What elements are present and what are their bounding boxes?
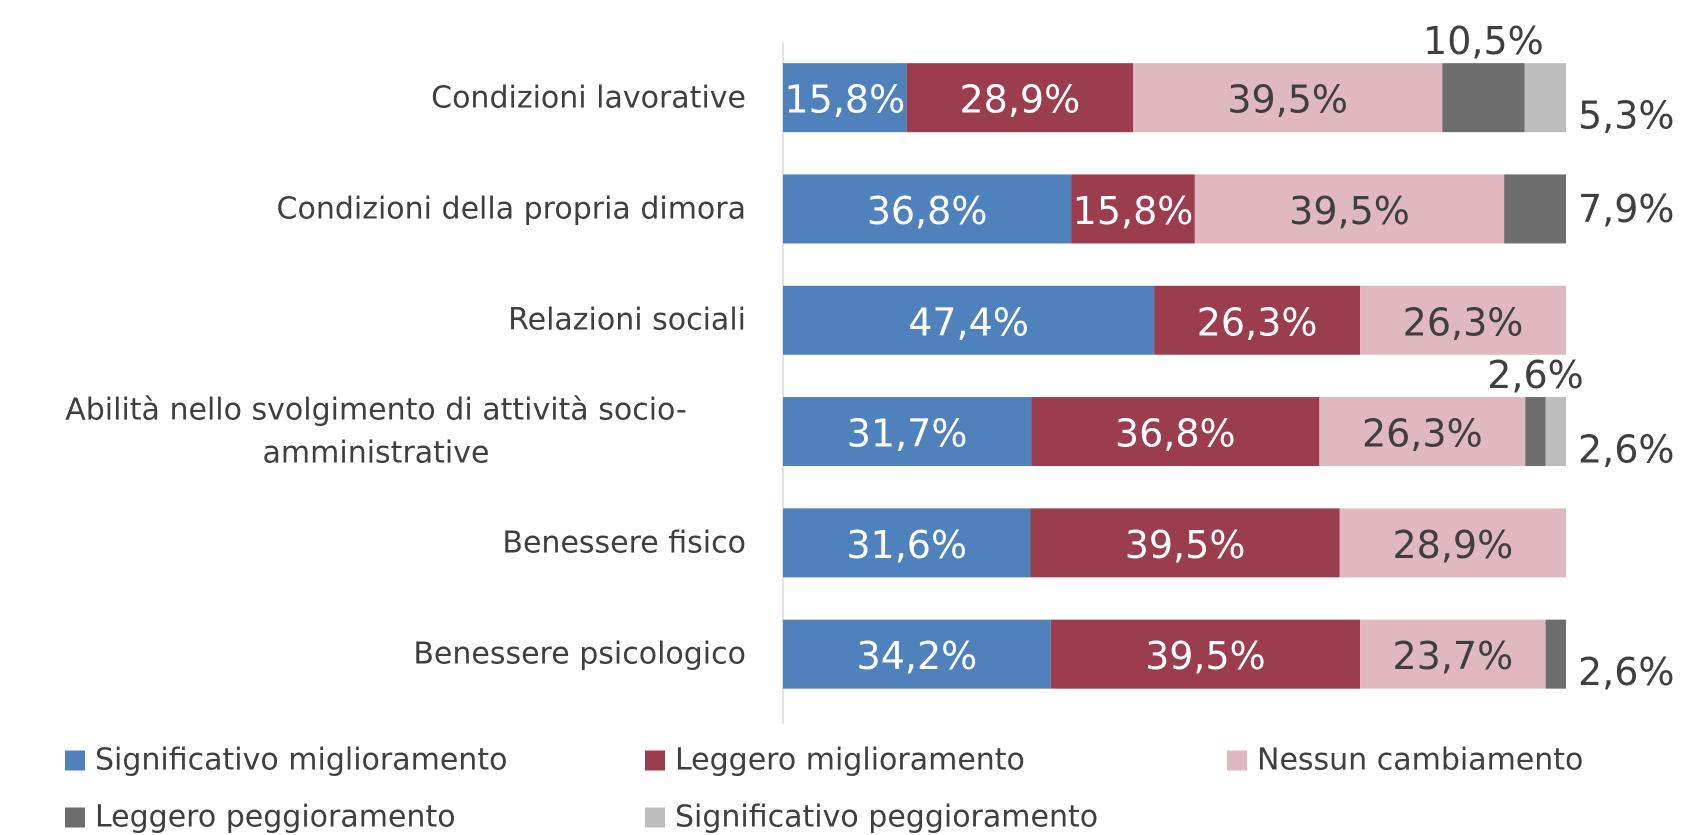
- bar-segment: [1031, 397, 1320, 467]
- data-label: 10,5%: [1423, 19, 1544, 63]
- bar-segment: [1360, 285, 1566, 355]
- category-label: Condizioni lavorative: [431, 79, 746, 115]
- data-label: 2,6%: [1578, 428, 1675, 472]
- data-label: 28,9%: [959, 78, 1080, 122]
- data-label: 39,5%: [1145, 634, 1266, 678]
- data-label: 2,6%: [1578, 650, 1675, 694]
- category-label: Relazioni sociali: [508, 302, 746, 338]
- category-label: Abilità nello svolgimento di attività so…: [65, 392, 687, 471]
- bar-segment: [783, 619, 1051, 689]
- legend-label: Significativo miglioramento: [95, 742, 508, 778]
- legend-item: Leggero peggioramento: [65, 800, 456, 835]
- bar-segment: [1071, 174, 1195, 244]
- data-label: 26,3%: [1362, 412, 1483, 456]
- legend-label: Leggero peggioramento: [95, 799, 456, 835]
- bar-segment: [1154, 285, 1361, 355]
- bar-segment: [1133, 63, 1443, 133]
- legend-label: Significativo peggioramento: [675, 799, 1099, 835]
- legend-label: Nessun cambiamento: [1257, 742, 1584, 778]
- bar-segment: [783, 63, 907, 133]
- category-label: Condizioni della propria dimora: [276, 191, 746, 227]
- legend-swatch: [65, 807, 85, 827]
- legend-label: Leggero miglioramento: [675, 742, 1025, 778]
- data-label: 34,2%: [857, 634, 978, 678]
- bar-segment: [1504, 174, 1566, 244]
- bar-segment: [1524, 63, 1566, 133]
- bar-segment: [783, 508, 1031, 578]
- data-label: 36,8%: [1115, 412, 1236, 456]
- data-label: 26,3%: [1197, 300, 1318, 344]
- legend-swatch: [645, 750, 665, 770]
- legend-swatch: [645, 807, 665, 827]
- legend-item: Significativo miglioramento: [65, 743, 507, 778]
- bar-segment: [906, 63, 1134, 133]
- data-label: 36,8%: [867, 189, 988, 233]
- bar-segment: [1545, 397, 1566, 467]
- data-label: 5,3%: [1578, 94, 1675, 138]
- data-label: 28,9%: [1392, 523, 1513, 567]
- bar-segment: [783, 285, 1155, 355]
- bar-segment: [783, 397, 1032, 467]
- bar-segment: [1339, 508, 1566, 578]
- category-label: Benessere fisico: [502, 525, 746, 561]
- legend-item: Significativo peggioramento: [645, 800, 1098, 835]
- bar-segment: [1442, 63, 1525, 133]
- bar-segment: [1319, 397, 1526, 467]
- data-label: 26,3%: [1403, 300, 1524, 344]
- bar-segment: [1360, 619, 1546, 689]
- bar-segment: [1545, 619, 1566, 689]
- category-label: Benessere psicologico: [413, 636, 746, 672]
- bar-segment: [1030, 508, 1340, 578]
- data-label: 31,7%: [847, 412, 968, 456]
- data-label: 39,5%: [1125, 523, 1246, 567]
- bar-segment: [1525, 397, 1546, 467]
- data-label: 31,6%: [846, 523, 967, 567]
- data-label: 15,8%: [1073, 189, 1194, 233]
- legend-item: Leggero miglioramento: [645, 743, 1025, 778]
- data-label: 39,5%: [1289, 189, 1410, 233]
- data-label: 7,9%: [1578, 187, 1675, 231]
- data-label: 23,7%: [1392, 634, 1513, 678]
- legend-swatch: [1227, 750, 1247, 770]
- legend-item: Nessun cambiamento: [1227, 743, 1583, 778]
- bar-segment: [783, 174, 1072, 244]
- data-label: 15,8%: [784, 78, 905, 122]
- data-label: 39,5%: [1227, 78, 1348, 122]
- data-label: 2,6%: [1487, 353, 1584, 397]
- bar-segment: [1050, 619, 1361, 689]
- bar-segment: [1194, 174, 1505, 244]
- legend-swatch: [65, 750, 85, 770]
- data-label: 47,4%: [908, 300, 1029, 344]
